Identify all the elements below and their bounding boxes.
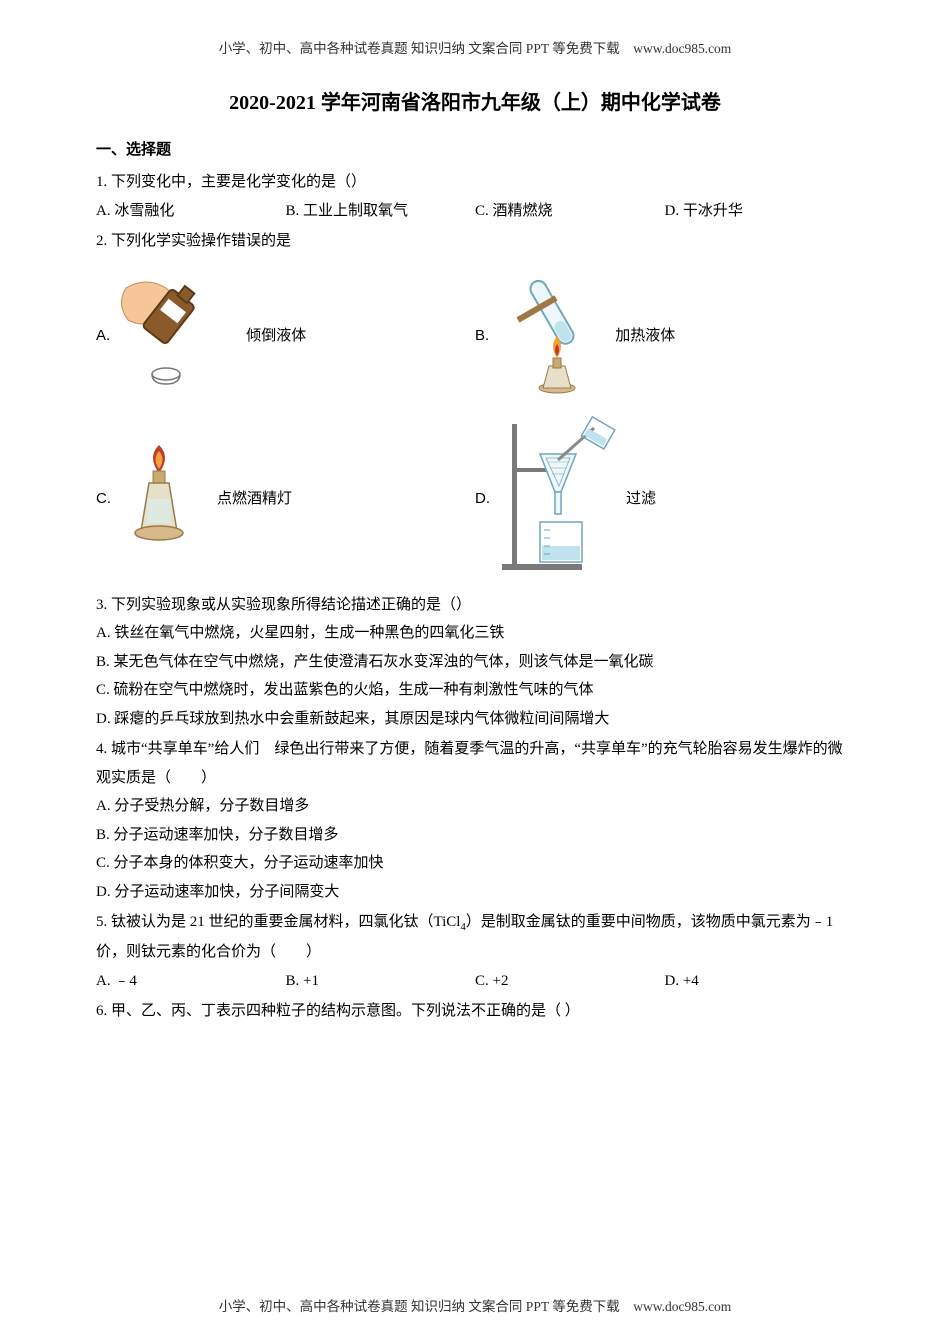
q3-option-d: D. 踩瘪的乒乓球放到热水中会重新鼓起来，其原因是球内气体微粒间间隔增大 (96, 705, 854, 734)
q5-option-a: A. ﹣4 (96, 967, 286, 996)
q3-option-b: B. 某无色气体在空气中燃烧，产生使澄清石灰水变浑浊的气体，则该气体是一氧化碳 (96, 648, 854, 677)
filter-icon (498, 414, 618, 585)
footer-note: 小学、初中、高中各种试卷真题 知识归纳 文案合同 PPT 等免费下载 www.d… (0, 1294, 950, 1320)
q2-option-b: B. 加 (475, 262, 854, 411)
q2-c-letter: C. (96, 485, 111, 514)
light-lamp-icon (119, 439, 209, 560)
q4-option-c: C. 分子本身的体积变大，分子运动速率加快 (96, 849, 854, 878)
section-1-heading: 一、选择题 (96, 136, 854, 165)
question-6: 6. 甲、乙、丙、丁表示四种粒子的结构示意图。下列说法不正确的是（ ） (96, 997, 854, 1026)
q1-stem: 1. 下列变化中，主要是化学变化的是（） (96, 168, 854, 197)
q3-option-c: C. 硫粉在空气中燃烧时，发出蓝紫色的火焰，生成一种有刺激性气味的气体 (96, 676, 854, 705)
q4-option-a: A. 分子受热分解，分子数目增多 (96, 792, 854, 821)
q5-option-c: C. +2 (475, 967, 665, 996)
q1-option-a: A. 冰雪融化 (96, 197, 286, 226)
q5-option-d: D. +4 (665, 967, 855, 996)
q1-option-c: C. 酒精燃烧 (475, 197, 665, 226)
q2-d-label: 过滤 (626, 485, 656, 514)
q4-option-d: D. 分子运动速率加快，分子间隔变大 (96, 878, 854, 907)
q1-option-b: B. 工业上制取氧气 (286, 197, 476, 226)
question-1: 1. 下列变化中，主要是化学变化的是（） A. 冰雪融化 B. 工业上制取氧气 … (96, 168, 854, 225)
q2-a-letter: A. (96, 322, 110, 351)
question-4: 4. 城市“共享单车”给人们 绿色出行带来了方便，随着夏季气温的升高，“共享单车… (96, 735, 854, 906)
question-3: 3. 下列实验现象或从实验现象所得结论描述正确的是（） A. 铁丝在氧气中燃烧，… (96, 591, 854, 734)
q3-stem: 3. 下列实验现象或从实验现象所得结论描述正确的是（） (96, 591, 854, 620)
q2-c-label: 点燃酒精灯 (217, 485, 292, 514)
q4-stem: 4. 城市“共享单车”给人们 绿色出行带来了方便，随着夏季气温的升高，“共享单车… (96, 735, 854, 792)
q5-option-b: B. +1 (286, 967, 476, 996)
q2-b-label: 加热液体 (615, 322, 675, 351)
page-title: 2020-2021 学年河南省洛阳市九年级（上）期中化学试卷 (96, 84, 854, 122)
q4-option-b: B. 分子运动速率加快，分子数目增多 (96, 821, 854, 850)
q2-stem: 2. 下列化学实验操作错误的是 (96, 227, 854, 256)
pour-liquid-icon (118, 276, 238, 397)
q2-option-c: C. 点燃酒精灯 (96, 435, 475, 564)
q5-stem-pre: 5. 钛被认为是 21 世纪的重要金属材料，四氯化钛（TiCl (96, 914, 460, 930)
q2-option-d: D. (475, 410, 854, 589)
question-2: 2. 下列化学实验操作错误的是 A. (96, 227, 854, 589)
q5-stem: 5. 钛被认为是 21 世纪的重要金属材料，四氯化钛（TiCl4）是制取金属钛的… (96, 908, 854, 966)
q1-option-d: D. 干冰升华 (665, 197, 855, 226)
q2-d-letter: D. (475, 485, 490, 514)
question-5: 5. 钛被认为是 21 世纪的重要金属材料，四氯化钛（TiCl4）是制取金属钛的… (96, 908, 854, 995)
q6-stem: 6. 甲、乙、丙、丁表示四种粒子的结构示意图。下列说法不正确的是（ ） (96, 997, 854, 1026)
heat-liquid-icon (497, 266, 607, 407)
q2-b-letter: B. (475, 322, 489, 351)
q2-option-a: A. 倾倒液体 (96, 272, 475, 401)
q3-option-a: A. 铁丝在氧气中燃烧，火星四射，生成一种黑色的四氧化三铁 (96, 619, 854, 648)
q2-a-label: 倾倒液体 (246, 322, 306, 351)
header-note: 小学、初中、高中各种试卷真题 知识归纳 文案合同 PPT 等免费下载 www.d… (96, 36, 854, 62)
